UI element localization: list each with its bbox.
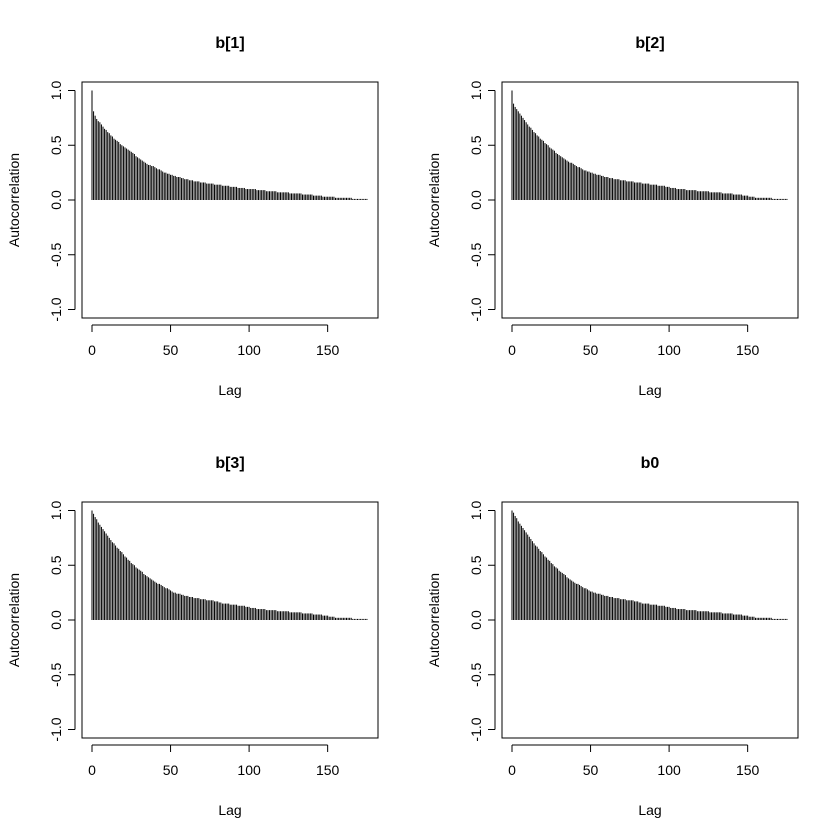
chart-title: b[2] xyxy=(635,35,664,52)
x-axis-label: Lag xyxy=(218,382,241,398)
y-tick-label: 0.5 xyxy=(468,135,484,155)
y-tick-label: 1.0 xyxy=(468,501,484,521)
x-tick-label: 150 xyxy=(316,342,340,358)
x-tick-label: 150 xyxy=(316,762,340,778)
acf-chart: b[2] -1.0 -0.5 0.0 0.5 1.0 0 50 100 150 Lag Autocor… xyxy=(426,35,799,398)
acf-panel: b0 -1.0 -0.5 0.0 0.5 1.0 0 50 100 150 Lag Autocorre… xyxy=(420,420,840,840)
x-tick-label: 50 xyxy=(583,342,599,358)
plot-frame xyxy=(501,81,799,319)
y-tick-label: 0.5 xyxy=(468,555,484,575)
y-tick-label: 0.5 xyxy=(48,555,64,575)
x-tick-label: 0 xyxy=(508,762,516,778)
plot-frame xyxy=(501,501,799,739)
y-tick-label: -0.5 xyxy=(48,662,64,686)
y-tick-label: 0.0 xyxy=(48,610,64,630)
acf-panel: b[2] -1.0 -0.5 0.0 0.5 1.0 0 50 100 150 Lag Autocor… xyxy=(420,0,840,420)
acf-panel: b[1] -1.0 -0.5 0.0 0.5 1.0 0 50 100 150 Lag Autocor… xyxy=(0,0,420,420)
x-tick-label: 50 xyxy=(163,342,179,358)
acf-chart: b0 -1.0 -0.5 0.0 0.5 1.0 0 50 100 150 Lag Autocorre… xyxy=(426,455,799,818)
y-tick-label: 0.0 xyxy=(468,610,484,630)
x-tick-label: 0 xyxy=(508,342,516,358)
chart-title: b0 xyxy=(641,455,660,472)
y-tick-label: -0.5 xyxy=(468,662,484,686)
x-tick-label: 0 xyxy=(88,342,96,358)
x-axis-label: Lag xyxy=(218,802,241,818)
y-tick-label: 0.5 xyxy=(48,135,64,155)
x-tick-label: 150 xyxy=(736,762,760,778)
y-tick-label: 1.0 xyxy=(468,81,484,101)
y-tick-label: -1.0 xyxy=(48,717,64,741)
y-tick-label: -0.5 xyxy=(48,242,64,266)
y-tick-label: 1.0 xyxy=(48,81,64,101)
y-axis-label: Autocorrelation xyxy=(6,573,22,667)
y-tick-label: 0.0 xyxy=(48,190,64,210)
chart-title: b[3] xyxy=(215,455,244,472)
acf-panel: b[3] -1.0 -0.5 0.0 0.5 1.0 0 50 100 150 Lag Autocor… xyxy=(0,420,420,840)
y-tick-label: -1.0 xyxy=(48,297,64,321)
plot-frame xyxy=(81,501,379,739)
chart-title: b[1] xyxy=(215,35,244,52)
y-tick-label: -0.5 xyxy=(468,242,484,266)
x-tick-label: 50 xyxy=(583,762,599,778)
acf-chart: b[3] -1.0 -0.5 0.0 0.5 1.0 0 50 100 150 Lag Autocor… xyxy=(6,455,379,818)
plot-frame xyxy=(81,81,379,319)
x-tick-label: 100 xyxy=(237,762,261,778)
x-tick-label: 100 xyxy=(237,342,261,358)
x-axis-label: Lag xyxy=(638,802,661,818)
y-tick-label: -1.0 xyxy=(468,717,484,741)
y-tick-label: 0.0 xyxy=(468,190,484,210)
x-axis-label: Lag xyxy=(638,382,661,398)
x-tick-label: 50 xyxy=(163,762,179,778)
x-tick-label: 100 xyxy=(657,342,681,358)
y-tick-label: 1.0 xyxy=(48,501,64,521)
acf-chart: b[1] -1.0 -0.5 0.0 0.5 1.0 0 50 100 150 Lag Autocor… xyxy=(6,35,379,398)
x-tick-label: 100 xyxy=(657,762,681,778)
y-tick-label: -1.0 xyxy=(468,297,484,321)
x-tick-label: 0 xyxy=(88,762,96,778)
y-axis-label: Autocorrelation xyxy=(6,153,22,247)
y-axis-label: Autocorrelation xyxy=(426,153,442,247)
x-tick-label: 150 xyxy=(736,342,760,358)
y-axis-label: Autocorrelation xyxy=(426,573,442,667)
